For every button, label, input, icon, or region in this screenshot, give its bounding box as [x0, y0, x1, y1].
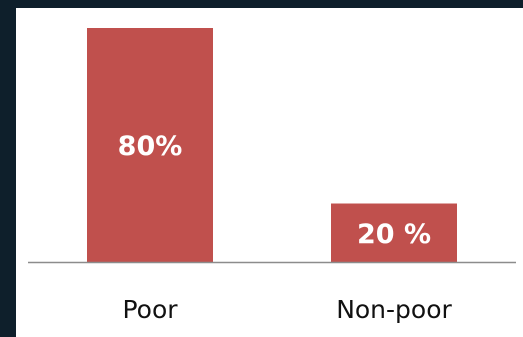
- category-label-poor: Poor: [122, 295, 178, 324]
- category-label-non-poor: Non-poor: [336, 295, 452, 324]
- bar-poor: [87, 28, 213, 262]
- data-label-poor: 80%: [118, 131, 183, 162]
- bar-non-poor: [331, 203, 457, 262]
- chart-panel: 80% Poor 20 % Non-poor: [16, 8, 523, 337]
- bar-chart: 80% Poor 20 % Non-poor: [28, 28, 516, 324]
- data-label-non-poor: 20 %: [357, 219, 431, 250]
